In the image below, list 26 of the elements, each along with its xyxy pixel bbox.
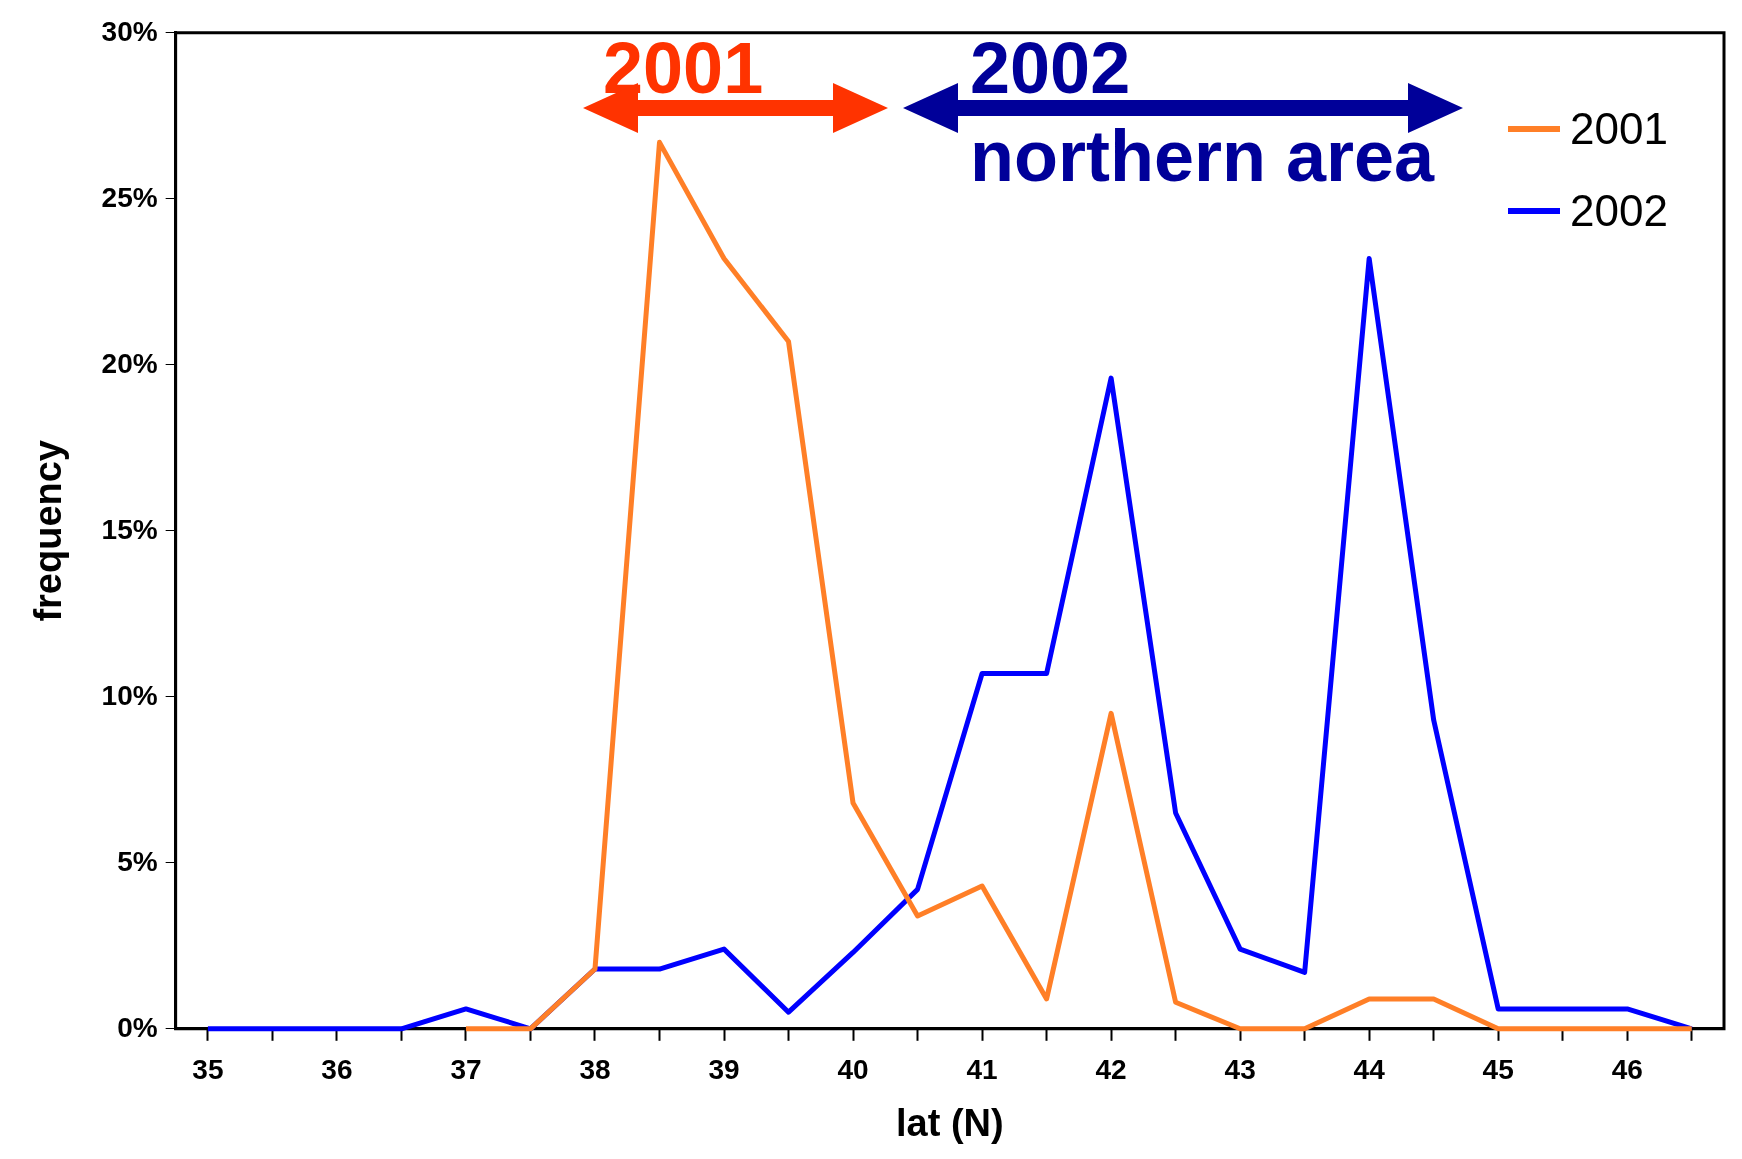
x-tick-label: 36 <box>321 1054 353 1086</box>
x-tick-label: 45 <box>1482 1054 1514 1086</box>
x-tick-label: 37 <box>450 1054 482 1086</box>
x-tick-label: 42 <box>1095 1054 1127 1086</box>
x-tick-label: 44 <box>1353 1054 1386 1086</box>
y-tick-label: 15% <box>101 513 158 545</box>
y-axis-title: frequency <box>27 439 70 622</box>
x-axis-title: lat (N) <box>895 1101 1004 1144</box>
annotation: northern area <box>970 116 1435 196</box>
annotation: 2002 <box>970 28 1131 108</box>
x-tick-label: 40 <box>837 1054 869 1086</box>
x-tick-label: 46 <box>1611 1054 1643 1086</box>
x-tick-label: 43 <box>1224 1054 1256 1086</box>
y-tick-label: 25% <box>101 181 158 213</box>
y-tick-label: 0% <box>117 1011 158 1043</box>
y-tick-label: 5% <box>117 845 158 877</box>
x-tick-label: 39 <box>708 1054 740 1086</box>
x-tick-label: 35 <box>192 1054 224 1086</box>
y-tick-label: 20% <box>101 347 158 379</box>
y-tick-label: 30% <box>101 15 158 47</box>
y-tick-label: 10% <box>101 679 158 711</box>
x-tick-label: 38 <box>579 1054 611 1086</box>
x-tick-label: 41 <box>966 1054 998 1086</box>
annotation: 2001 <box>603 28 764 108</box>
legend-label: 2001 <box>1570 104 1668 154</box>
legend-label: 2002 <box>1570 186 1668 236</box>
